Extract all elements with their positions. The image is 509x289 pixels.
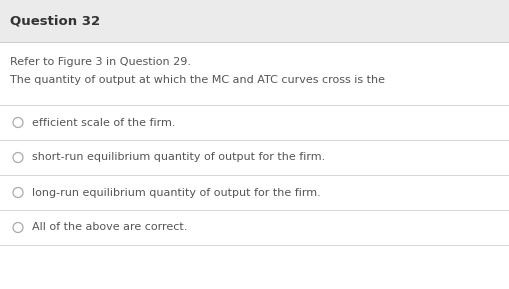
- Text: The quantity of output at which the MC and ATC curves cross is the: The quantity of output at which the MC a…: [10, 75, 385, 85]
- Text: All of the above are correct.: All of the above are correct.: [32, 223, 187, 232]
- Text: efficient scale of the firm.: efficient scale of the firm.: [32, 118, 176, 127]
- Text: Question 32: Question 32: [10, 14, 100, 27]
- Text: Refer to Figure 3 in Question 29.: Refer to Figure 3 in Question 29.: [10, 57, 191, 67]
- Text: short-run equilibrium quantity of output for the firm.: short-run equilibrium quantity of output…: [32, 153, 325, 162]
- Text: long-run equilibrium quantity of output for the firm.: long-run equilibrium quantity of output …: [32, 188, 321, 197]
- Bar: [0, 0, 509, 42]
